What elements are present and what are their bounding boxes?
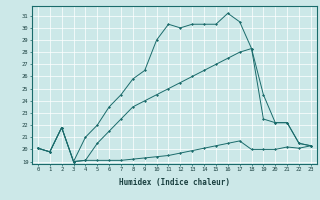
X-axis label: Humidex (Indice chaleur): Humidex (Indice chaleur) <box>119 178 230 187</box>
